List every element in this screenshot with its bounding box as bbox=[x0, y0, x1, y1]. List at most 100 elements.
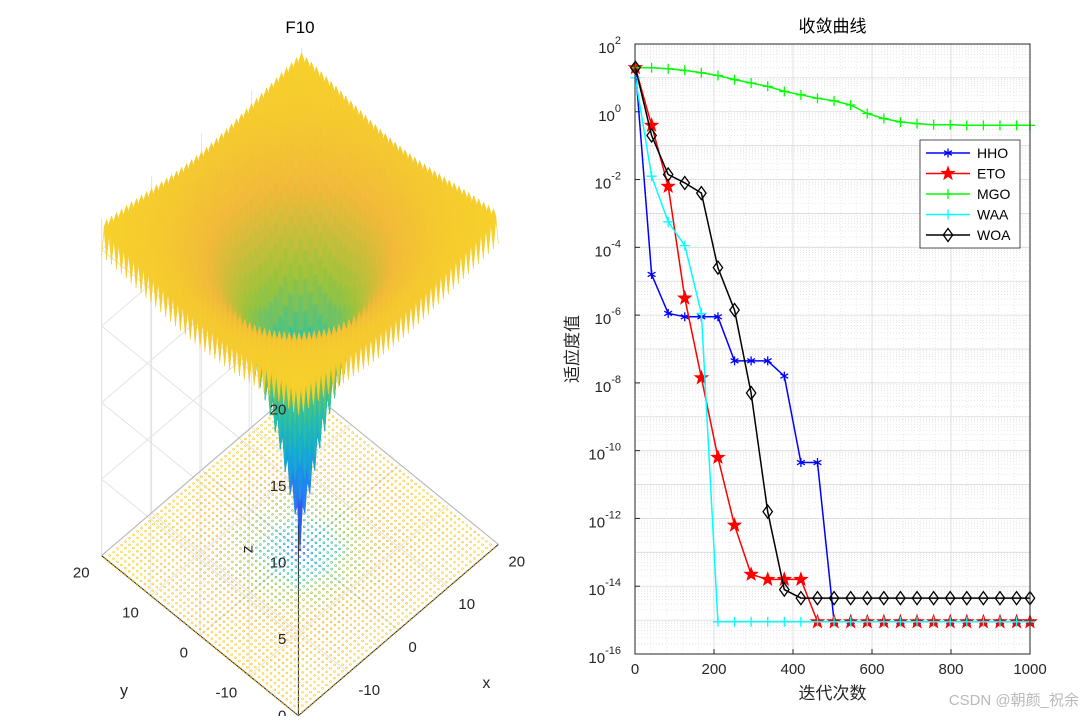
contour-point bbox=[239, 594, 241, 596]
contour-point bbox=[406, 616, 408, 618]
contour-point bbox=[137, 537, 139, 539]
contour-point bbox=[192, 589, 194, 591]
contour-point bbox=[340, 442, 342, 444]
contour-point bbox=[295, 572, 297, 574]
contour-point bbox=[327, 492, 329, 494]
contour-point bbox=[264, 514, 266, 516]
contour-point bbox=[342, 598, 344, 600]
contour-point bbox=[442, 565, 444, 567]
contour-point bbox=[267, 616, 269, 618]
contour-point bbox=[366, 577, 368, 579]
contour-point bbox=[398, 589, 400, 591]
contour-point bbox=[414, 596, 416, 598]
contour-point bbox=[224, 561, 226, 563]
contour-point bbox=[187, 618, 189, 620]
contour-point bbox=[148, 567, 150, 569]
contour-point bbox=[291, 582, 293, 584]
contour-point bbox=[315, 595, 317, 597]
contour-point bbox=[410, 546, 412, 548]
contour-point bbox=[204, 545, 206, 547]
contour-point bbox=[232, 554, 234, 556]
contour-point bbox=[339, 555, 341, 557]
contour-point bbox=[212, 538, 214, 540]
contour-point bbox=[247, 607, 249, 609]
contour-point bbox=[402, 606, 404, 608]
contour-point bbox=[224, 535, 226, 537]
contour-point bbox=[410, 533, 412, 535]
contour-point bbox=[327, 519, 329, 521]
contour-point bbox=[276, 444, 278, 446]
contour-point bbox=[323, 582, 325, 584]
contour-point bbox=[232, 488, 234, 490]
contour-point bbox=[173, 513, 175, 515]
contour-point bbox=[418, 592, 420, 594]
contour-point bbox=[247, 653, 249, 655]
contour-point bbox=[256, 448, 258, 450]
contour-point bbox=[358, 657, 360, 659]
contour-point bbox=[398, 576, 400, 578]
contour-point bbox=[302, 705, 304, 707]
contour-point bbox=[318, 618, 320, 620]
contour-point bbox=[196, 585, 198, 587]
contour-point bbox=[334, 631, 336, 633]
contour-point bbox=[342, 617, 344, 619]
contour-point bbox=[327, 485, 329, 487]
contour-point bbox=[168, 523, 170, 525]
contour-point bbox=[332, 442, 334, 444]
contour-point bbox=[232, 481, 234, 483]
contour-point bbox=[267, 570, 269, 572]
contour-point bbox=[438, 582, 440, 584]
contour-point bbox=[302, 685, 304, 687]
contour-point bbox=[342, 644, 344, 646]
contour-point bbox=[336, 472, 338, 474]
contour-point bbox=[402, 619, 404, 621]
contour-point bbox=[327, 558, 329, 560]
contour-point bbox=[288, 487, 290, 489]
contour-point bbox=[362, 647, 364, 649]
contour-point bbox=[290, 622, 292, 624]
contour-point bbox=[263, 593, 265, 595]
contour-point bbox=[391, 517, 393, 519]
contour-point bbox=[379, 540, 381, 542]
contour-point bbox=[358, 604, 360, 606]
contour-point bbox=[191, 602, 193, 604]
contour-point bbox=[184, 549, 186, 551]
contour-point bbox=[319, 505, 321, 507]
contour-point bbox=[269, 424, 271, 426]
contour-point bbox=[247, 600, 249, 602]
contour-point bbox=[323, 522, 325, 524]
contour-point bbox=[411, 500, 413, 502]
contour-point bbox=[310, 691, 312, 693]
contour-point bbox=[370, 646, 372, 648]
contour-point bbox=[336, 426, 338, 428]
contour-point bbox=[156, 533, 158, 535]
contour-point bbox=[318, 631, 320, 633]
contour-point bbox=[318, 678, 320, 680]
contour-point bbox=[231, 647, 233, 649]
contour-point bbox=[153, 530, 155, 532]
contour-point bbox=[176, 523, 178, 525]
contour-point bbox=[228, 551, 230, 553]
contour-point bbox=[343, 531, 345, 533]
contour-point bbox=[188, 519, 190, 521]
contour-point bbox=[255, 633, 257, 635]
contour-point bbox=[355, 534, 357, 536]
contour-point bbox=[306, 648, 308, 650]
contour-point bbox=[137, 531, 139, 533]
contour-point bbox=[355, 468, 357, 470]
contour-point bbox=[231, 587, 233, 589]
contour-point bbox=[208, 495, 210, 497]
contour-point bbox=[350, 664, 352, 666]
contour-point bbox=[446, 509, 448, 511]
contour-point bbox=[374, 590, 376, 592]
contour-point bbox=[196, 512, 198, 514]
contour-point bbox=[204, 505, 206, 507]
contour-point bbox=[342, 637, 344, 639]
contour-point bbox=[240, 475, 242, 477]
contour-point bbox=[382, 636, 384, 638]
contour-point bbox=[124, 567, 126, 569]
contour-point bbox=[294, 665, 296, 667]
contour-point bbox=[335, 558, 337, 560]
contour-point bbox=[331, 542, 333, 544]
contour-point bbox=[322, 648, 324, 650]
